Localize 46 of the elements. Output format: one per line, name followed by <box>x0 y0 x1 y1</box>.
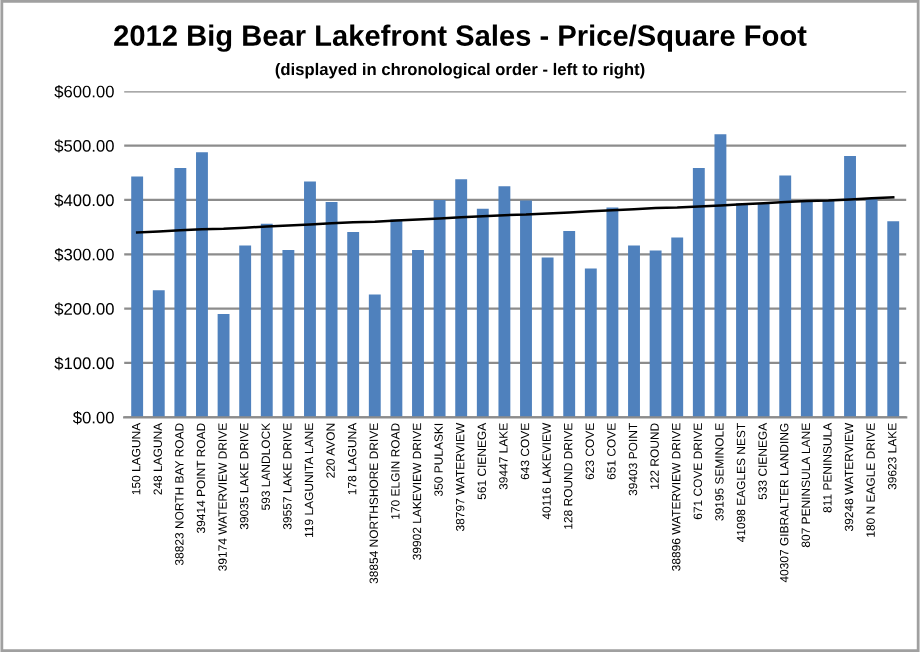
bar <box>865 198 878 418</box>
bar <box>498 186 511 418</box>
bar <box>325 202 338 418</box>
bar <box>390 219 403 418</box>
bar <box>174 167 187 418</box>
chart-title: 2012 Big Bear Lakefront Sales - Price/Square Foot <box>114 24 807 52</box>
bar <box>347 232 360 418</box>
line-series <box>135 195 895 234</box>
bar <box>368 294 381 418</box>
y-tick-label: $600.00 <box>54 84 114 99</box>
bar <box>476 208 489 418</box>
bar <box>412 249 424 418</box>
y-tick-label: $300.00 <box>54 247 114 262</box>
bar <box>649 250 662 418</box>
bar <box>887 221 900 418</box>
bar <box>455 179 468 418</box>
bar <box>239 245 252 418</box>
bar <box>844 155 856 418</box>
y-tick-label: $200.00 <box>54 302 114 316</box>
y-tick-label: $0.00 <box>72 410 114 425</box>
y-tick-label: $400.00 <box>54 193 114 208</box>
bar <box>433 199 446 418</box>
bar <box>260 223 273 418</box>
bar <box>628 245 640 418</box>
bar <box>714 134 727 418</box>
bar <box>196 152 208 418</box>
bar <box>584 268 597 418</box>
bar <box>800 201 813 418</box>
bar <box>606 207 619 418</box>
bar <box>736 203 748 418</box>
bar <box>520 200 532 418</box>
bar <box>671 237 684 418</box>
chart-subtitle: (displayed in chronological order - left to right) <box>275 62 645 79</box>
bar <box>563 230 576 418</box>
bar <box>217 314 230 418</box>
bar <box>779 175 792 418</box>
bar <box>152 290 165 418</box>
bar <box>282 249 295 418</box>
bar <box>822 201 835 418</box>
y-tick-label: $100.00 <box>54 356 114 371</box>
bar <box>131 176 144 418</box>
bar <box>541 257 554 418</box>
bar <box>757 203 770 418</box>
y-tick-label: $500.00 <box>54 139 114 153</box>
bar <box>304 181 316 418</box>
bar <box>692 167 705 418</box>
